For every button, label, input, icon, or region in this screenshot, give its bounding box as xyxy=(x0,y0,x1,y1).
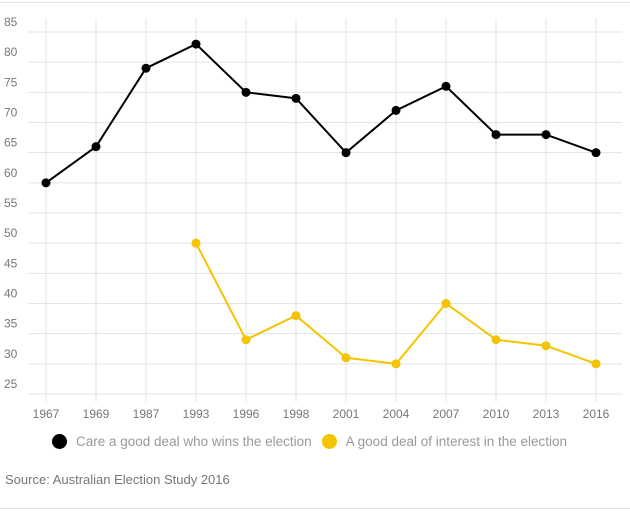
data-point-series-1 xyxy=(391,105,401,115)
y-tick-label: 25 xyxy=(4,377,18,391)
y-tick-label: 80 xyxy=(4,45,18,59)
y-tick-label: 70 xyxy=(4,106,18,120)
x-tick-label: 2001 xyxy=(333,407,360,421)
y-tick-label: 65 xyxy=(4,136,18,150)
x-tick-label: 1969 xyxy=(83,407,110,421)
y-tick-label: 85 xyxy=(4,15,18,29)
y-tick-label: 30 xyxy=(4,347,18,361)
data-point-series-1 xyxy=(341,148,351,158)
y-tick-label: 45 xyxy=(4,256,18,270)
legend-label-care: Care a good deal who wins the election xyxy=(76,434,312,449)
data-point-series-2 xyxy=(541,341,551,351)
legend: Care a good deal who wins the election A… xyxy=(52,434,577,449)
data-point-series-2 xyxy=(441,299,451,308)
x-tick-label: 1996 xyxy=(233,407,260,421)
top-rule xyxy=(0,2,630,3)
y-tick-label: 75 xyxy=(4,75,18,89)
data-point-series-2 xyxy=(341,353,351,363)
chart-grid xyxy=(28,18,622,402)
source-note: Source: Australian Election Study 2016 xyxy=(5,472,230,487)
legend-swatch-interest xyxy=(321,434,337,449)
data-point-series-1 xyxy=(591,148,601,158)
data-point-series-2 xyxy=(291,311,301,321)
y-tick-label: 55 xyxy=(4,196,18,210)
data-point-series-1 xyxy=(91,142,101,152)
legend-swatch-care xyxy=(52,434,67,449)
bottom-rule xyxy=(0,508,630,509)
y-tick-label: 50 xyxy=(4,226,18,240)
chart-points xyxy=(41,39,601,369)
y-tick-label: 40 xyxy=(4,287,18,301)
x-tick-label: 1967 xyxy=(33,407,60,421)
data-point-series-1 xyxy=(41,178,51,188)
data-point-series-1 xyxy=(441,81,451,91)
legend-item-interest: A good deal of interest in the election xyxy=(321,434,568,449)
y-axis-labels: 85 80 75 70 65 60 55 50 45 40 35 30 25 xyxy=(4,15,18,391)
x-tick-label: 2016 xyxy=(583,407,610,421)
data-point-series-2 xyxy=(491,335,501,345)
x-tick-label: 1987 xyxy=(133,407,160,421)
data-point-series-1 xyxy=(491,130,501,140)
x-axis-labels: 1967 1969 1987 1993 1996 1998 2001 2004 2007 2010… xyxy=(33,407,610,421)
data-point-series-1 xyxy=(191,39,201,49)
y-tick-label: 60 xyxy=(4,166,18,180)
series-line-1 xyxy=(45,42,597,184)
data-point-series-2 xyxy=(241,335,251,345)
x-tick-label: 2010 xyxy=(483,407,510,421)
x-tick-label: 2004 xyxy=(383,407,410,421)
y-tick-label: 35 xyxy=(4,317,18,331)
data-point-series-1 xyxy=(291,93,301,103)
x-tick-label: 2007 xyxy=(433,407,460,421)
data-point-series-2 xyxy=(191,238,201,248)
x-tick-label: 1998 xyxy=(283,407,310,421)
legend-label-interest: A good deal of interest in the election xyxy=(345,434,568,449)
x-tick-label: 2013 xyxy=(533,407,560,421)
data-point-series-1 xyxy=(541,130,551,140)
data-point-series-2 xyxy=(391,359,401,369)
data-point-series-2 xyxy=(591,359,601,369)
data-point-series-1 xyxy=(141,63,151,73)
legend-item-care: Care a good deal who wins the election xyxy=(52,434,312,449)
x-tick-label: 1993 xyxy=(183,407,210,421)
data-point-series-1 xyxy=(241,87,251,97)
